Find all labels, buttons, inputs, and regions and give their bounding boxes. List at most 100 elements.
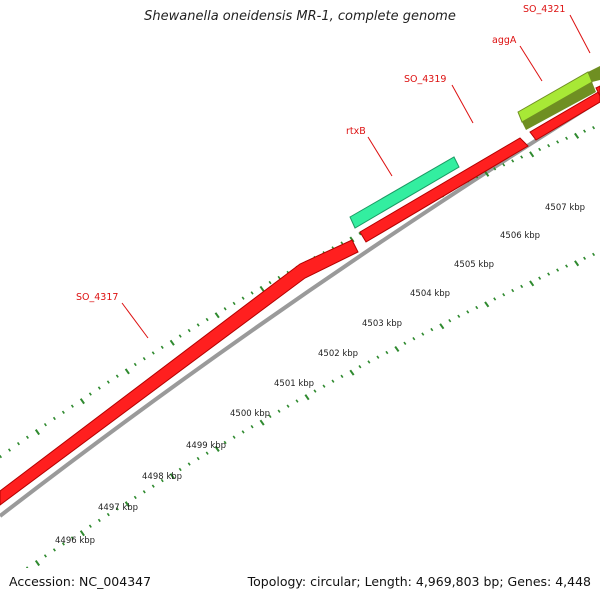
outer-tick-mark: [97, 386, 101, 390]
ruler-tick-label: 4502 kbp: [318, 349, 358, 359]
ruler-tick-mark: [484, 301, 490, 308]
ruler-tick-mark: [574, 260, 580, 267]
gene-feature-rtxb[interactable]: [349, 156, 460, 229]
outer-tick-mark: [277, 275, 281, 280]
gene-label[interactable]: SO_4321: [523, 4, 565, 15]
ruler-tick-mark: [79, 530, 85, 537]
outer-tick-mark: [0, 454, 3, 459]
gene-feature-so4321[interactable]: [529, 90, 600, 141]
ruler-tick-label: 4500 kbp: [230, 409, 270, 419]
outer-tick-mark: [493, 167, 497, 171]
outer-tick-mark: [565, 136, 569, 141]
ruler-tick-mark: [97, 518, 101, 523]
ruler-tick-mark: [232, 435, 236, 439]
gene-features: [0, 66, 600, 506]
ruler-tick-mark: [430, 327, 434, 332]
ruler-tick-mark: [124, 501, 130, 508]
ruler-tick-mark: [205, 451, 209, 455]
ruler-tick-mark: [70, 536, 74, 540]
outer-tick-mark: [502, 163, 506, 167]
ruler-tick-label: 4505 kbp: [454, 260, 494, 270]
ruler-labels: 4496 kbp 4497 kbp 4498 kbp 4499 kbp 4500 kbp…: [55, 203, 585, 546]
outer-tick-mark: [16, 441, 20, 446]
ruler-tick-mark: [88, 524, 92, 528]
ruler-tick-mark: [304, 394, 310, 401]
outer-tick-mark: [115, 374, 119, 378]
ruler-tick-mark: [547, 272, 551, 276]
ruler-tick-mark: [556, 268, 560, 272]
outer-tick-mark: [178, 334, 182, 338]
ruler-tick-mark: [25, 566, 29, 568]
gene-feature-so4319[interactable]: [359, 137, 529, 243]
outer-tick-mark: [556, 140, 560, 144]
gene-feature-so4317[interactable]: [0, 239, 359, 506]
outer-tick-mark: [484, 170, 490, 177]
ruler-tick-mark: [502, 293, 506, 297]
ruler-tick-mark: [250, 424, 254, 429]
ruler-tick-mark: [34, 560, 41, 567]
outer-tick-mark: [61, 410, 65, 414]
ruler-tick-mark: [448, 318, 452, 323]
gene-label-leader: [451, 84, 474, 124]
backbone-track: [0, 98, 600, 518]
gene-label[interactable]: aggA: [492, 35, 517, 46]
ruler-tick-mark: [538, 276, 542, 280]
ruler-tick-mark: [583, 256, 587, 260]
outer-tick-mark: [196, 323, 200, 327]
outer-tick-mark: [520, 155, 524, 159]
ruler-tick-mark: [403, 341, 407, 345]
ruler-tick-label: 4497 kbp: [98, 503, 138, 513]
ruler-tick-mark: [520, 284, 524, 289]
gene-feature-far-right[interactable]: [588, 66, 600, 82]
ruler-tick-label: 4498 kbp: [142, 472, 182, 482]
outer-tick-mark: [205, 317, 209, 322]
gene-label-leader: [121, 302, 149, 339]
ruler-tick-mark: [313, 389, 317, 393]
ruler-tick-mark: [529, 280, 535, 287]
ruler-tick-mark: [493, 297, 497, 301]
ruler-tick-mark: [421, 332, 425, 336]
ruler-tick-mark: [196, 456, 200, 461]
gene-labels: SO_4317 rtxB SO_4319 aggA SO_4321: [76, 4, 591, 339]
outer-tick-mark: [511, 159, 515, 163]
outer-tick-mark: [70, 404, 74, 408]
genome-summary-text: Topology: circular; Length: 4,969,803 bp…: [247, 574, 591, 589]
outer-tick-mark: [529, 151, 535, 158]
ruler-tick-mark: [0, 585, 2, 588]
gene-label-leader: [367, 136, 393, 177]
ruler-tick-mark: [385, 350, 389, 355]
ruler-tick-mark: [133, 495, 137, 500]
ruler-tick-mark: [475, 305, 479, 310]
gene-label[interactable]: SO_4317: [76, 292, 118, 303]
outer-tick-mark: [241, 296, 245, 300]
ruler-tick-label: 4501 kbp: [274, 379, 314, 389]
ruler-tick-mark: [439, 323, 445, 330]
outer-tick-mark: [187, 328, 191, 333]
outer-tick-mark: [160, 345, 164, 349]
gene-label[interactable]: rtxB: [346, 126, 366, 137]
outer-tick-mark: [34, 429, 41, 436]
ruler-tick-label: 4507 kbp: [545, 203, 585, 213]
ruler-tick-mark: [376, 355, 380, 359]
ruler-tick-mark: [178, 467, 182, 472]
ruler-tick-mark: [565, 264, 569, 268]
ruler-tick-mark: [349, 369, 355, 376]
ruler-tick-label: 4496 kbp: [55, 536, 95, 546]
gene-label[interactable]: SO_4319: [404, 74, 446, 85]
outer-tick-mark: [88, 392, 92, 396]
outer-tick-mark: [52, 416, 56, 421]
outer-tick-mark: [214, 312, 220, 319]
ruler-tick-mark: [277, 409, 281, 413]
accession-text: Accession: NC_004347: [9, 574, 152, 589]
outer-tick-mark: [232, 301, 236, 306]
ruler-tick-mark: [457, 314, 461, 318]
outer-tick-mark: [223, 307, 227, 311]
ruler-tick-mark: [259, 419, 265, 426]
ruler-tick-mark: [160, 478, 164, 483]
gene-feature-right-edge[interactable]: [595, 85, 600, 97]
ruler-tick-mark: [169, 473, 175, 480]
ruler-tick-mark: [43, 554, 47, 558]
ruler-tick-mark: [268, 414, 272, 419]
